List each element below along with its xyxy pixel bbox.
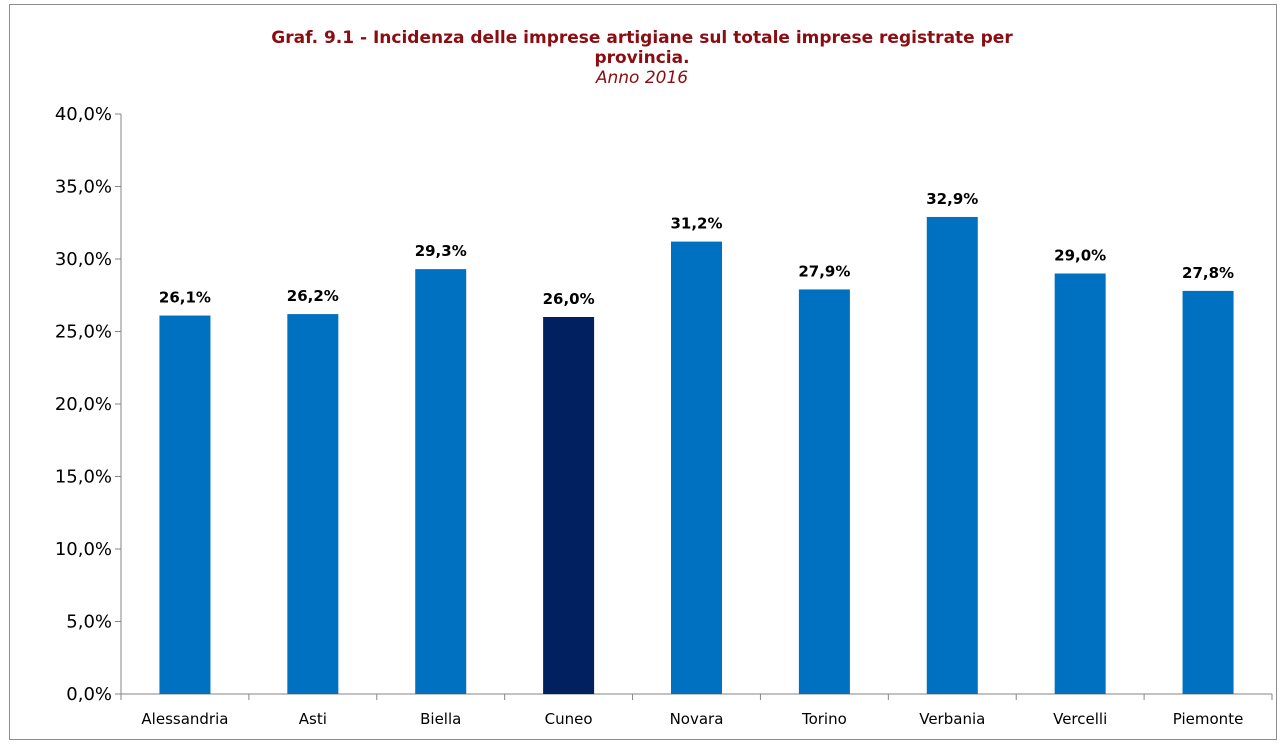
chart-title-line-2: provincia. [594, 48, 690, 68]
data-label-biella: 29,3% [415, 242, 467, 260]
data-label-verbania: 32,9% [926, 190, 978, 208]
x-tick-label-cuneo: Cuneo [545, 710, 593, 728]
chart-subtitle: Anno 2016 [595, 68, 689, 88]
y-tick-label: 10,0% [55, 539, 112, 560]
x-axis: Alessandria Asti Biella Cuneo Novara Torino Ve… [120, 693, 1273, 728]
y-tick-label: 40,0% [55, 104, 112, 125]
data-labels: 26,1% 26,2% 29,3% 26,0% 31,2% 27,9% 32,9% 29,0%… [159, 190, 1234, 308]
chart-frame [9, 4, 1277, 740]
bar-biella [415, 269, 467, 694]
y-tick-label: 5,0% [66, 612, 112, 633]
x-tick-label-alessandria: Alessandria [141, 710, 228, 728]
bar-asti [287, 314, 339, 694]
data-label-cuneo: 26,0% [543, 290, 595, 308]
y-tick-label: 20,0% [55, 394, 112, 415]
data-label-novara: 31,2% [670, 215, 722, 233]
x-tick-label-novara: Novara [670, 710, 724, 728]
bar-vercelli [1054, 273, 1106, 694]
bar-novara [671, 241, 722, 694]
y-tick-label: 30,0% [55, 249, 112, 270]
data-label-piemonte: 27,8% [1182, 264, 1234, 282]
bar-verbania [926, 216, 978, 694]
chart-title-line-1: Graf. 9.1 - Incidenza delle imprese arti… [271, 28, 1013, 48]
y-tick-label: 35,0% [55, 177, 112, 198]
x-tick-label-biella: Biella [420, 710, 461, 728]
y-tick-label: 15,0% [55, 467, 112, 488]
data-label-alessandria: 26,1% [159, 289, 211, 307]
y-tick-label: 0,0% [66, 684, 112, 705]
x-tick-label-verbania: Verbania [919, 710, 985, 728]
x-tick-label-torino: Torino [801, 710, 847, 728]
bar-piemonte [1182, 290, 1234, 694]
data-label-torino: 27,9% [798, 262, 850, 280]
x-tick-label-piemonte: Piemonte [1173, 710, 1244, 728]
data-label-vercelli: 29,0% [1054, 247, 1106, 265]
x-tick-label-asti: Asti [299, 710, 327, 728]
bar-alessandria [159, 315, 211, 694]
data-label-asti: 26,2% [287, 287, 339, 305]
x-tick-label-vercelli: Vercelli [1053, 710, 1107, 728]
bar-torino [798, 289, 850, 694]
bar-cuneo [543, 317, 595, 694]
chart-title-block: Graf. 9.1 - Incidenza delle imprese arti… [0, 28, 1284, 88]
bars [159, 216, 1234, 694]
y-tick-label: 25,0% [55, 322, 112, 343]
y-axis: 0,0% 5,0% 10,0% 15,0% 20,0% 25,0% 30,0% 35,0% 40… [55, 104, 122, 705]
